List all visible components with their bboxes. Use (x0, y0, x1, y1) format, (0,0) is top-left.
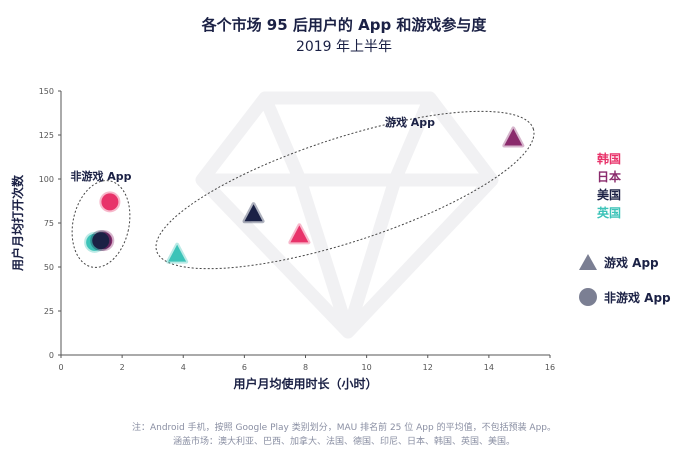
y-tick-label: 25 (44, 307, 54, 316)
footnote-line-2: 涵盖市场：澳大利亚、巴西、加拿大、法国、德国、印尼、日本、韩国、英国、美国。 (172, 437, 515, 447)
nongame-group-ellipse (71, 180, 131, 268)
group-ellipses (71, 110, 535, 270)
y-tick-label: 150 (39, 87, 54, 96)
circle-marker-icon (579, 288, 597, 306)
y-tick-label: 75 (44, 219, 54, 228)
x-tick-label: 16 (545, 363, 555, 372)
game-point (502, 126, 525, 148)
x-tick-label: 10 (362, 363, 372, 372)
legend-country-korea: 韩国 (597, 152, 622, 166)
legend-game: 游戏 App (578, 253, 659, 271)
nongame-group-label: 非游戏 App (70, 169, 131, 183)
chart-subtitle: 2019 年上半年 (295, 39, 393, 55)
x-axis-label: 用户月均使用时长（小时） (232, 376, 377, 391)
legend-game-label: 游戏 App (604, 255, 659, 270)
x-tick-label: 2 (120, 363, 125, 372)
diamond-watermark (195, 91, 499, 339)
legend-country-uk: 英国 (597, 206, 622, 220)
nongame-point (90, 230, 112, 252)
x-tick-label: 14 (484, 363, 494, 372)
legend-nongame-label: 非游戏 App (604, 290, 671, 305)
game-group-label: 游戏 App (385, 115, 435, 129)
game-point (242, 202, 265, 224)
x-tick-label: 0 (58, 363, 63, 372)
y-tick-label: 125 (39, 131, 54, 140)
legend-country-us: 美国 (597, 188, 622, 202)
y-tick-label: 100 (39, 175, 54, 184)
triangle-marker-icon (579, 254, 597, 270)
x-tick-label: 12 (423, 363, 433, 372)
y-axis-label: 用户月均打开次数 (10, 174, 25, 272)
nongame-point (99, 191, 121, 213)
y-tick-label: 0 (49, 351, 54, 360)
game-point (288, 223, 311, 245)
x-tick-label: 6 (242, 363, 247, 372)
chart-title: 各个市场 95 后用户的 App 和游戏参与度 (201, 16, 487, 34)
footnote-line-1: 注：Android 手机，按照 Google Play 类别划分，MAU 排名前… (131, 423, 557, 433)
y-tick-label: 50 (44, 263, 54, 272)
x-tick-label: 8 (303, 363, 308, 372)
game-group-ellipse (155, 110, 535, 270)
game-point (166, 242, 189, 264)
legend-nongame: 非游戏 App (578, 287, 671, 307)
x-tick-label: 4 (181, 363, 186, 372)
legend-country-japan: 日本 (597, 170, 622, 184)
